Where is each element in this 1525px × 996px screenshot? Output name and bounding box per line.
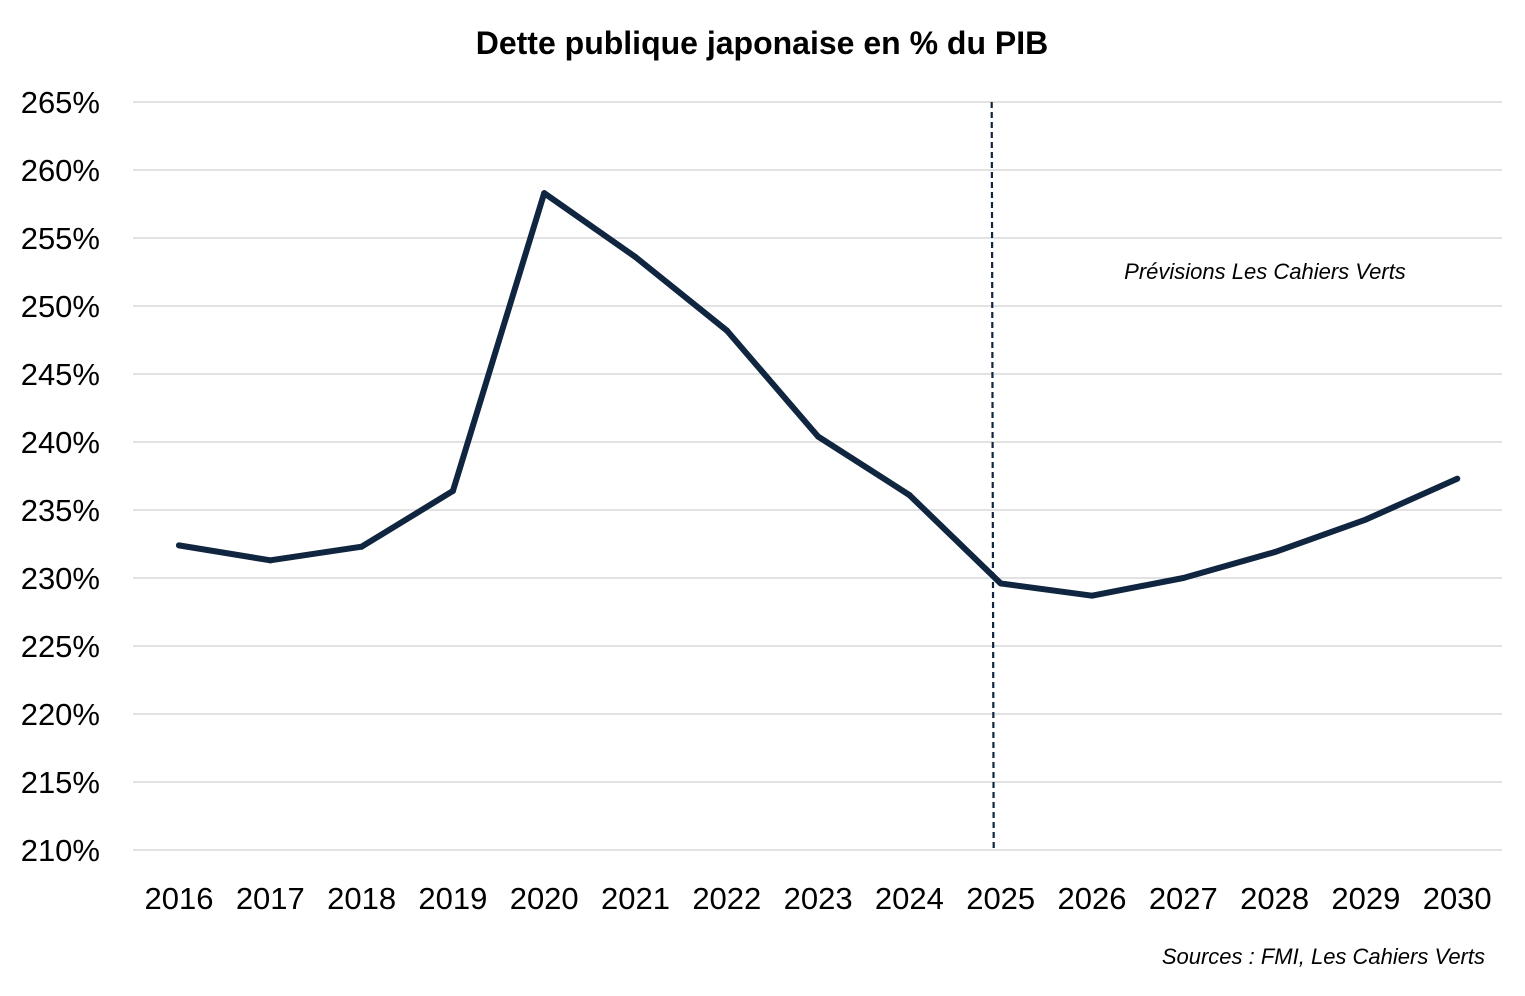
y-tick-label: 220%	[21, 697, 100, 732]
forecast-divider-line	[990, 101, 995, 849]
y-tick-label: 250%	[21, 289, 100, 324]
y-tick-label: 255%	[21, 221, 100, 256]
data-point	[358, 543, 365, 550]
x-tick-label: 2030	[1423, 881, 1492, 916]
data-point	[1180, 575, 1187, 581]
series-line	[176, 190, 1461, 599]
data-point	[267, 557, 274, 564]
forecast-annotation: Prévisions Les Cahiers Verts	[1124, 259, 1406, 284]
gridlines	[133, 101, 1502, 851]
x-tick-label: 2017	[236, 881, 305, 916]
data-point	[449, 487, 456, 494]
y-tick-label: 230%	[21, 561, 100, 596]
y-tick-label: 215%	[21, 765, 100, 800]
data-point	[723, 327, 730, 334]
data-point	[815, 433, 822, 440]
x-tick-label: 2026	[1058, 881, 1127, 916]
data-point	[1089, 592, 1095, 599]
x-axis-ticks: 2016 2017 2018 2019 2020 2021 2022 2023 2024 2025…	[145, 881, 1492, 916]
y-tick-label: 265%	[21, 85, 100, 120]
data-point	[1271, 549, 1278, 556]
x-tick-label: 2024	[875, 881, 944, 916]
x-tick-label: 2016	[145, 881, 214, 916]
x-tick-label: 2029	[1331, 881, 1400, 916]
data-point	[906, 492, 913, 499]
x-tick-label: 2027	[1149, 881, 1218, 916]
data-point	[541, 190, 548, 197]
x-tick-label: 2025	[966, 881, 1035, 916]
x-tick-label: 2022	[692, 881, 761, 916]
y-tick-label: 240%	[21, 425, 100, 460]
data-point	[1454, 475, 1461, 482]
x-tick-label: 2020	[510, 881, 579, 916]
data-point	[1362, 516, 1369, 523]
data-point	[997, 580, 1004, 587]
chart-title: Dette publique japonaise en % du PIB	[476, 25, 1049, 61]
data-series	[176, 190, 1461, 599]
y-tick-label: 235%	[21, 493, 100, 528]
y-tick-label: 210%	[21, 833, 100, 868]
y-tick-label: 225%	[21, 629, 100, 664]
data-point	[176, 542, 182, 549]
x-tick-label: 2023	[784, 881, 853, 916]
x-tick-label: 2021	[601, 881, 670, 916]
y-tick-label: 260%	[21, 153, 100, 188]
source-note: Sources : FMI, Les Cahiers Verts	[1162, 944, 1485, 969]
x-tick-label: 2018	[327, 881, 396, 916]
x-tick-label: 2028	[1240, 881, 1309, 916]
data-point	[632, 254, 639, 261]
y-tick-label: 245%	[21, 357, 100, 392]
y-axis-ticks: 265% 260% 255% 250% 245% 240% 235% 230% 225% 220%…	[21, 85, 100, 868]
x-tick-label: 2019	[418, 881, 487, 916]
